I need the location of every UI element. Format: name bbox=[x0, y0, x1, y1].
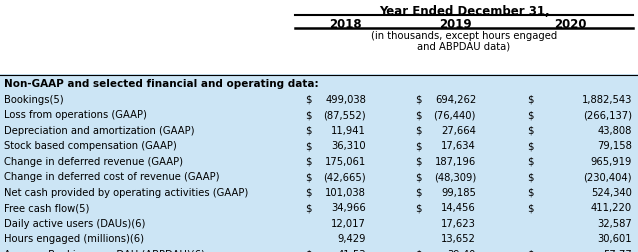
Text: 101,038: 101,038 bbox=[325, 187, 366, 197]
Text: Free cash flow(5): Free cash flow(5) bbox=[4, 202, 89, 212]
Text: 17,623: 17,623 bbox=[441, 218, 476, 228]
Text: 2019: 2019 bbox=[439, 18, 471, 31]
Text: 14,456: 14,456 bbox=[441, 202, 476, 212]
Text: $: $ bbox=[527, 125, 533, 135]
Text: (76,440): (76,440) bbox=[434, 110, 476, 120]
Text: 79,158: 79,158 bbox=[597, 141, 632, 151]
Text: $: $ bbox=[415, 141, 422, 151]
Text: (in thousands, except hours engaged: (in thousands, except hours engaged bbox=[371, 31, 557, 41]
Text: 187,196: 187,196 bbox=[434, 156, 476, 166]
Text: 17,634: 17,634 bbox=[441, 141, 476, 151]
Text: $: $ bbox=[527, 249, 533, 252]
Text: $: $ bbox=[415, 172, 422, 181]
Text: 11,941: 11,941 bbox=[331, 125, 366, 135]
Text: 12,017: 12,017 bbox=[331, 218, 366, 228]
Text: $: $ bbox=[305, 187, 311, 197]
Text: Loss from operations (GAAP): Loss from operations (GAAP) bbox=[4, 110, 147, 120]
Text: (266,137): (266,137) bbox=[583, 110, 632, 120]
Text: $: $ bbox=[527, 141, 533, 151]
Text: $: $ bbox=[527, 202, 533, 212]
Text: 9,429: 9,429 bbox=[338, 233, 366, 243]
Text: $: $ bbox=[305, 156, 311, 166]
Text: (230,404): (230,404) bbox=[584, 172, 632, 181]
Text: $: $ bbox=[415, 94, 422, 104]
Text: 57.77: 57.77 bbox=[604, 249, 632, 252]
Text: 30,601: 30,601 bbox=[597, 233, 632, 243]
Text: 13,652: 13,652 bbox=[441, 233, 476, 243]
Text: Year Ended December 31,: Year Ended December 31, bbox=[379, 5, 549, 18]
Text: $: $ bbox=[305, 249, 311, 252]
Text: $: $ bbox=[415, 202, 422, 212]
Text: $: $ bbox=[305, 172, 311, 181]
Bar bbox=[0, 0, 638, 75]
Text: Average Bookings per DAU (ABPDAU)(6): Average Bookings per DAU (ABPDAU)(6) bbox=[4, 249, 205, 252]
Bar bbox=[0, 75, 638, 252]
Text: Stock based compensation (GAAP): Stock based compensation (GAAP) bbox=[4, 141, 177, 151]
Text: 411,220: 411,220 bbox=[591, 202, 632, 212]
Text: $: $ bbox=[527, 187, 533, 197]
Text: and ABPDAU data): and ABPDAU data) bbox=[417, 41, 510, 51]
Text: 43,808: 43,808 bbox=[598, 125, 632, 135]
Text: 175,061: 175,061 bbox=[325, 156, 366, 166]
Text: 99,185: 99,185 bbox=[441, 187, 476, 197]
Text: 2018: 2018 bbox=[329, 18, 361, 31]
Text: $: $ bbox=[527, 172, 533, 181]
Text: Hours engaged (millions)(6): Hours engaged (millions)(6) bbox=[4, 233, 144, 243]
Text: $: $ bbox=[527, 94, 533, 104]
Text: 2020: 2020 bbox=[554, 18, 586, 31]
Text: $: $ bbox=[415, 249, 422, 252]
Text: Non-GAAP and selected financial and operating data:: Non-GAAP and selected financial and oper… bbox=[4, 79, 318, 89]
Text: 34,966: 34,966 bbox=[331, 202, 366, 212]
Text: (48,309): (48,309) bbox=[434, 172, 476, 181]
Text: $: $ bbox=[305, 202, 311, 212]
Text: $: $ bbox=[527, 110, 533, 120]
Text: Bookings(5): Bookings(5) bbox=[4, 94, 64, 104]
Text: Depreciation and amortization (GAAP): Depreciation and amortization (GAAP) bbox=[4, 125, 195, 135]
Text: $: $ bbox=[305, 141, 311, 151]
Text: $: $ bbox=[305, 125, 311, 135]
Text: $: $ bbox=[415, 110, 422, 120]
Text: 694,262: 694,262 bbox=[434, 94, 476, 104]
Text: Change in deferred revenue (GAAP): Change in deferred revenue (GAAP) bbox=[4, 156, 183, 166]
Text: $: $ bbox=[305, 110, 311, 120]
Text: 39.40: 39.40 bbox=[448, 249, 476, 252]
Text: 965,919: 965,919 bbox=[591, 156, 632, 166]
Text: Daily active users (DAUs)(6): Daily active users (DAUs)(6) bbox=[4, 218, 145, 228]
Text: 1,882,543: 1,882,543 bbox=[582, 94, 632, 104]
Text: $: $ bbox=[415, 125, 422, 135]
Text: 499,038: 499,038 bbox=[325, 94, 366, 104]
Text: Change in deferred cost of revenue (GAAP): Change in deferred cost of revenue (GAAP… bbox=[4, 172, 219, 181]
Text: (87,552): (87,552) bbox=[323, 110, 366, 120]
Text: 524,340: 524,340 bbox=[591, 187, 632, 197]
Text: $: $ bbox=[305, 94, 311, 104]
Text: 27,664: 27,664 bbox=[441, 125, 476, 135]
Text: 32,587: 32,587 bbox=[597, 218, 632, 228]
Text: $: $ bbox=[415, 187, 422, 197]
Text: 41.53: 41.53 bbox=[338, 249, 366, 252]
Text: $: $ bbox=[415, 156, 422, 166]
Text: Net cash provided by operating activities (GAAP): Net cash provided by operating activitie… bbox=[4, 187, 248, 197]
Text: 36,310: 36,310 bbox=[331, 141, 366, 151]
Text: (42,665): (42,665) bbox=[323, 172, 366, 181]
Text: $: $ bbox=[527, 156, 533, 166]
